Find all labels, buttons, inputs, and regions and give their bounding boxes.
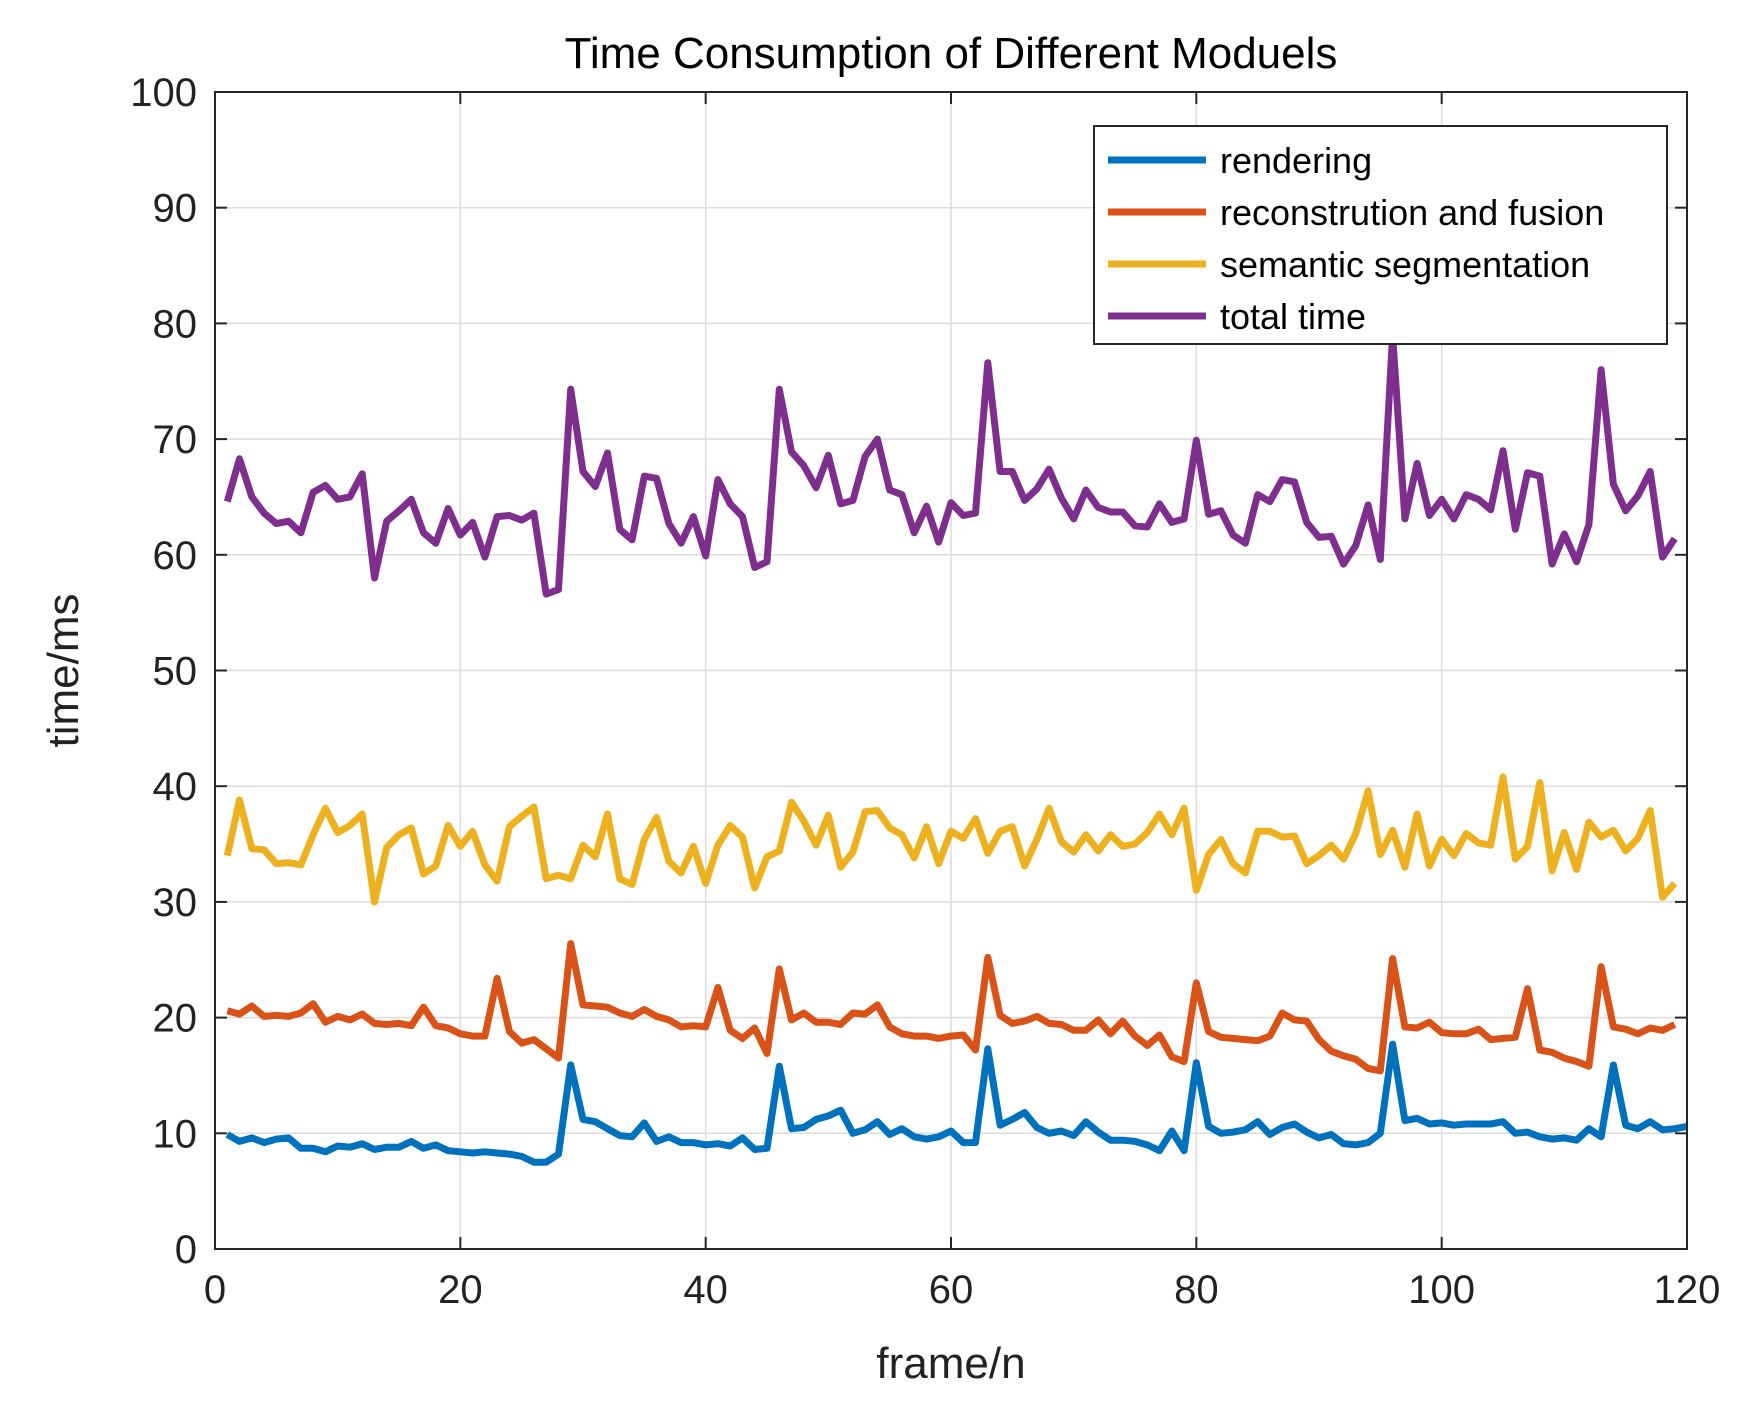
y-tick-label: 60	[153, 534, 198, 578]
series-line-reconstrution-and-fusion	[226, 940, 1677, 1075]
y-axis-label: time/ms	[39, 594, 88, 748]
legend: rendering reconstrution and fusion semanti…	[1093, 125, 1668, 345]
x-tick-label: 60	[929, 1268, 974, 1312]
y-tick-label: 10	[153, 1112, 198, 1156]
ticks: 0 20 40 60 80 100 120 0 10 20 30 40 50 60 70 80 90 100	[130, 71, 1720, 1312]
x-tick-label: 40	[683, 1268, 728, 1312]
chart-title: Time Consumption of Different Moduels	[565, 29, 1338, 78]
y-tick-label: 20	[153, 997, 198, 1041]
x-tick-label: 100	[1408, 1268, 1475, 1312]
grid	[215, 92, 1687, 1249]
x-tick-label: 0	[204, 1268, 226, 1312]
x-tick-label: 120	[1654, 1268, 1721, 1312]
y-tick-label: 100	[130, 71, 197, 115]
y-tick-label: 80	[153, 302, 198, 346]
x-axis-label: frame/n	[876, 1339, 1025, 1388]
legend-label: rendering	[1220, 140, 1372, 181]
legend-label: semantic segmentation	[1220, 244, 1590, 285]
y-tick-label: 90	[153, 187, 198, 231]
y-tick-label: 50	[153, 650, 198, 694]
series-line-rendering	[225, 1040, 1688, 1166]
y-tick-label: 70	[153, 418, 198, 462]
legend-label: reconstrution and fusion	[1220, 192, 1604, 233]
series-group	[223, 331, 1688, 1166]
x-tick-label: 20	[438, 1268, 483, 1312]
series-line-total-time	[223, 331, 1678, 598]
x-tick-label: 80	[1174, 1268, 1219, 1312]
series-line-semantic-segmentation	[223, 773, 1678, 906]
legend-label: total time	[1220, 296, 1366, 337]
y-tick-label: 30	[153, 881, 198, 925]
y-tick-label: 0	[175, 1228, 197, 1272]
y-tick-label: 40	[153, 765, 198, 809]
